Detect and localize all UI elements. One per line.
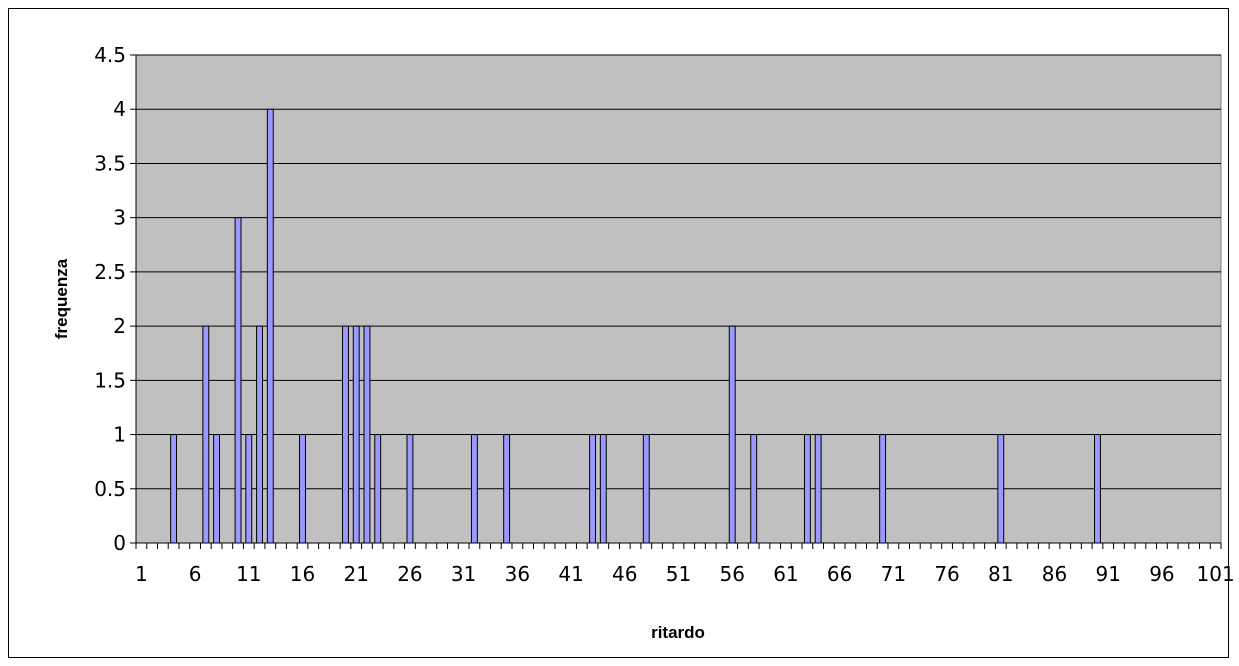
x-tick-label: 6 [189,562,202,586]
x-tick-label: 101 [1197,562,1235,586]
bar [879,434,887,544]
x-tick-label: 21 [343,562,368,586]
y-tick-label: 0.5 [94,477,126,501]
x-tick-label: 31 [451,562,476,586]
x-tick-label: 81 [988,562,1013,586]
x-tick-label: 1 [135,562,148,586]
bar [342,325,349,544]
bar [814,434,822,544]
bar [728,325,736,544]
y-tick-label: 2 [113,314,126,338]
bar [213,434,221,544]
x-tick-labels: 1 6 11 16 21 26 31 36 41 46 51 56 61 66 71 76 81 86 91 96 10… [135,562,1235,586]
gridlines [136,54,1221,490]
bar [266,108,274,544]
x-tick-label: 26 [397,562,422,586]
x-tick-label: 76 [934,562,959,586]
plot-area [135,54,1222,544]
y-tick-label: 3.5 [94,151,126,175]
x-tick-label: 16 [290,562,315,586]
y-tick-label: 4 [113,97,126,121]
bar [642,434,650,544]
bar [363,325,371,544]
bar [256,325,263,544]
y-tick-labels: 0 0.5 1 1.5 2 2.5 3 3.5 4 4.5 [94,43,126,555]
x-tick-label: 51 [666,562,691,586]
bar [470,434,478,544]
y-tick-label: 1 [113,423,126,447]
y-axis-title: frequenza [52,258,71,339]
bar [750,434,758,544]
y-tick-label: 1.5 [94,368,126,392]
x-tick-label: 36 [505,562,530,586]
x-axis-title: ritardo [651,623,705,642]
x-tick-label: 46 [612,562,637,586]
x-tick-label: 41 [558,562,583,586]
bar [1094,434,1101,544]
x-tick-label: 86 [1042,562,1067,586]
bar [352,325,360,544]
bars [170,108,1101,544]
bar [374,434,382,544]
x-tick-label: 56 [719,562,744,586]
x-tick-label: 96 [1149,562,1174,586]
bar [234,217,242,544]
bar [599,434,607,544]
axes [130,54,1222,549]
bar [803,434,811,544]
bar [406,434,414,544]
bar [245,434,253,544]
x-tick-label: 91 [1095,562,1120,586]
bar [589,434,597,544]
bar [202,325,210,544]
x-tick-label: 61 [773,562,798,586]
y-tick-label: 2.5 [94,260,126,284]
x-tick-label: 71 [881,562,906,586]
x-tick-label: 11 [236,562,261,586]
bar [170,434,178,544]
y-tick-label: 0 [113,531,126,555]
y-tick-label: 4.5 [94,43,126,67]
bar [299,434,306,544]
x-tick-label: 66 [827,562,852,586]
bar [997,434,1005,544]
y-tick-label: 3 [113,206,126,230]
bar [503,434,511,544]
